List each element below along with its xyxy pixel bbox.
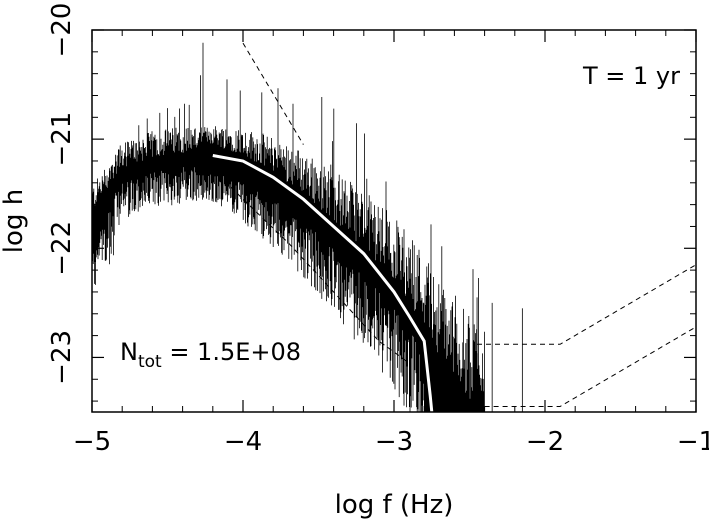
x-tick-label: −1: [677, 427, 709, 457]
series-dashed-5: [484, 326, 697, 407]
ntot-subscript: tot: [138, 352, 162, 372]
annotation-period: T = 1 yr: [582, 62, 680, 90]
y-axis-label: log h: [0, 189, 29, 253]
y-tick-label: −23: [47, 330, 77, 385]
x-tick-label: −5: [73, 427, 111, 457]
y-tick-label: −20: [47, 3, 77, 58]
y-tick-label: −22: [47, 221, 77, 276]
ntot-value: = 1.5E+08: [162, 338, 301, 366]
x-tick-label: −4: [224, 427, 262, 457]
series-smooth-curve: [212, 154, 434, 413]
annotation-ntot: Ntot = 1.5E+08: [120, 338, 301, 372]
x-axis-label: log f (Hz): [335, 490, 454, 520]
x-tick-label: −3: [375, 427, 413, 457]
ntot-prefix: N: [120, 338, 138, 366]
series-dashed-2: [242, 42, 304, 145]
y-tick-label: −21: [47, 112, 77, 167]
series-dashed-3: [204, 160, 410, 364]
x-tick-label: −2: [526, 427, 564, 457]
tick-layer: −5 −4 −3 −2 −1 −20 −21 −22 −23: [47, 3, 709, 457]
spectrum-layer: [91, 42, 523, 412]
series-layer: [204, 42, 697, 413]
series-dashed-4: [477, 264, 697, 345]
